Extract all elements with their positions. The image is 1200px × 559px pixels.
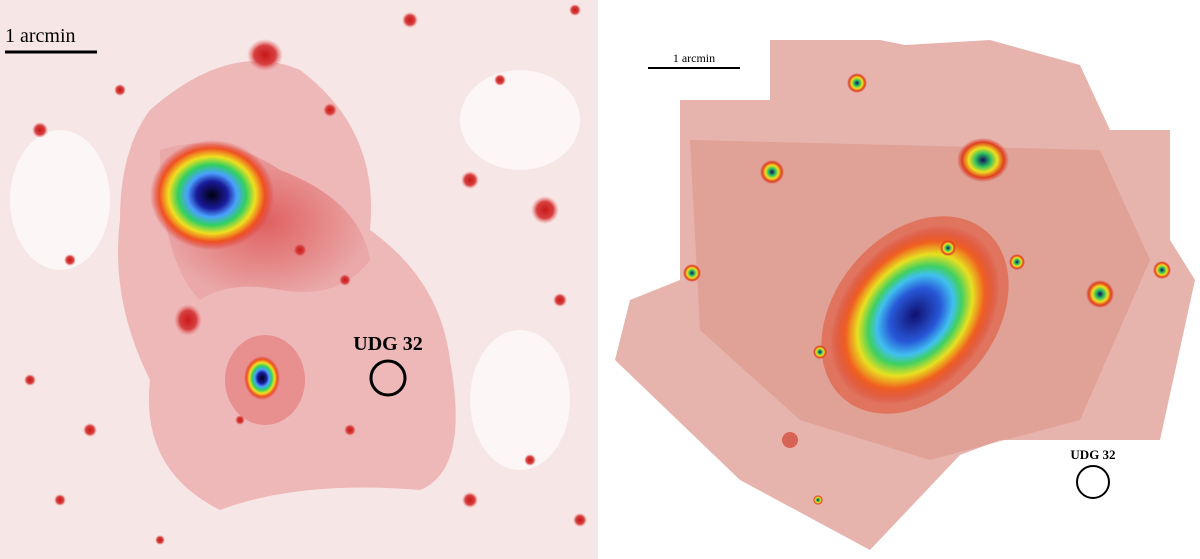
scale-label: 1 arcmin: [673, 51, 715, 65]
background: [10, 130, 110, 270]
hot-region: [150, 140, 274, 250]
left-panel: 1 arcmin UDG 32: [0, 0, 598, 559]
star: [760, 160, 784, 184]
star: [1153, 261, 1171, 279]
sources: [24, 4, 587, 545]
target-label: UDG 32: [353, 333, 422, 355]
star: [1086, 280, 1114, 308]
right-panel: 1 arcmin UDG 32: [600, 0, 1200, 559]
background: [470, 330, 570, 470]
star: [782, 432, 798, 448]
target-label: UDG 32: [1070, 447, 1115, 462]
galaxy: [957, 138, 1009, 182]
background: [460, 70, 580, 170]
target-circle: [369, 359, 407, 397]
star: [813, 495, 823, 505]
star: [813, 345, 827, 359]
target-circle: [1076, 465, 1110, 499]
star: [1009, 254, 1025, 270]
star: [683, 264, 701, 282]
source: [247, 39, 283, 71]
source: [174, 304, 202, 336]
hot-region: [244, 356, 280, 400]
star: [940, 240, 956, 256]
star: [847, 73, 867, 93]
scale-label: 1 arcmin: [5, 25, 76, 47]
galaxy: [830, 225, 1000, 405]
